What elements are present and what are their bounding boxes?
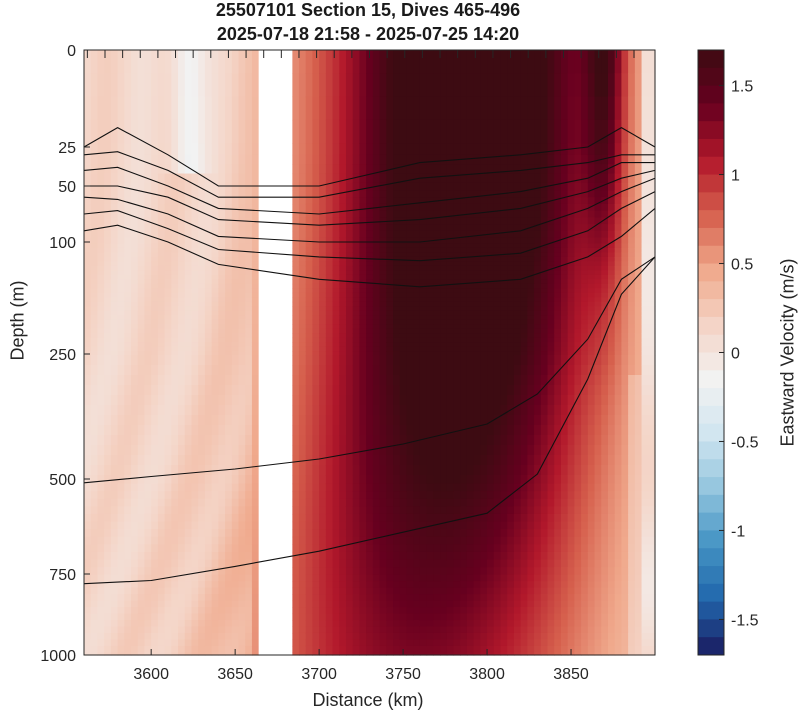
contour-1 xyxy=(83,126,656,187)
contour-4 xyxy=(84,169,656,226)
y-axis-label: Depth (m) xyxy=(7,280,28,361)
colorbar-tick-label: -1.5 xyxy=(731,612,759,629)
y-tick-label: 100 xyxy=(49,235,76,252)
contour-8 xyxy=(83,256,656,484)
colorbar-tick-label: 0 xyxy=(731,346,740,363)
colorbar-tick-label: -1 xyxy=(731,523,745,540)
y-tick-label: 250 xyxy=(49,347,76,364)
y-tick-label: 0 xyxy=(67,43,76,60)
contour-lines xyxy=(83,126,656,585)
colorbar-tick-label: 1.5 xyxy=(731,79,753,96)
colorbar-label: Eastward Velocity (m/s) xyxy=(777,258,798,447)
contour-5 xyxy=(83,177,656,243)
colorbar-tick-label: -0.5 xyxy=(731,434,759,451)
contour-2 xyxy=(83,151,655,198)
y-tick-label: 50 xyxy=(58,179,76,196)
colorbar-tick-label: 1 xyxy=(731,168,740,185)
x-tick-label: 3700 xyxy=(301,666,337,683)
contour-3 xyxy=(83,162,655,215)
contour-6 xyxy=(83,191,656,262)
x-tick-label: 3750 xyxy=(385,666,421,683)
velocity-field xyxy=(84,50,656,656)
contour-9 xyxy=(83,256,656,585)
dive-position-ticks xyxy=(86,50,635,58)
data-gap xyxy=(258,50,293,655)
x-tick-label: 3850 xyxy=(553,666,589,683)
y-tick-label: 750 xyxy=(49,567,76,584)
x-axis-label: Distance (km) xyxy=(312,690,424,710)
y-tick-label: 500 xyxy=(49,472,76,489)
contour-7 xyxy=(83,207,656,288)
y-tick-label: 1000 xyxy=(40,648,76,665)
colorbar: 1.5 1 0.5 0 -0.5 -1 -1.5 xyxy=(697,49,759,656)
x-tick-label: 3600 xyxy=(133,666,169,683)
chart-title-line-2: 2025-07-18 21:58 - 2025-07-25 14:20 xyxy=(216,24,520,44)
x-tick-label: 3650 xyxy=(217,666,253,683)
y-tick-label: 25 xyxy=(58,140,76,157)
x-tick-label: 3800 xyxy=(469,666,505,683)
colorbar-tick-label: 0.5 xyxy=(731,257,753,274)
chart-title-line-1: 25507101 Section 15, Dives 465-496 xyxy=(215,0,521,20)
